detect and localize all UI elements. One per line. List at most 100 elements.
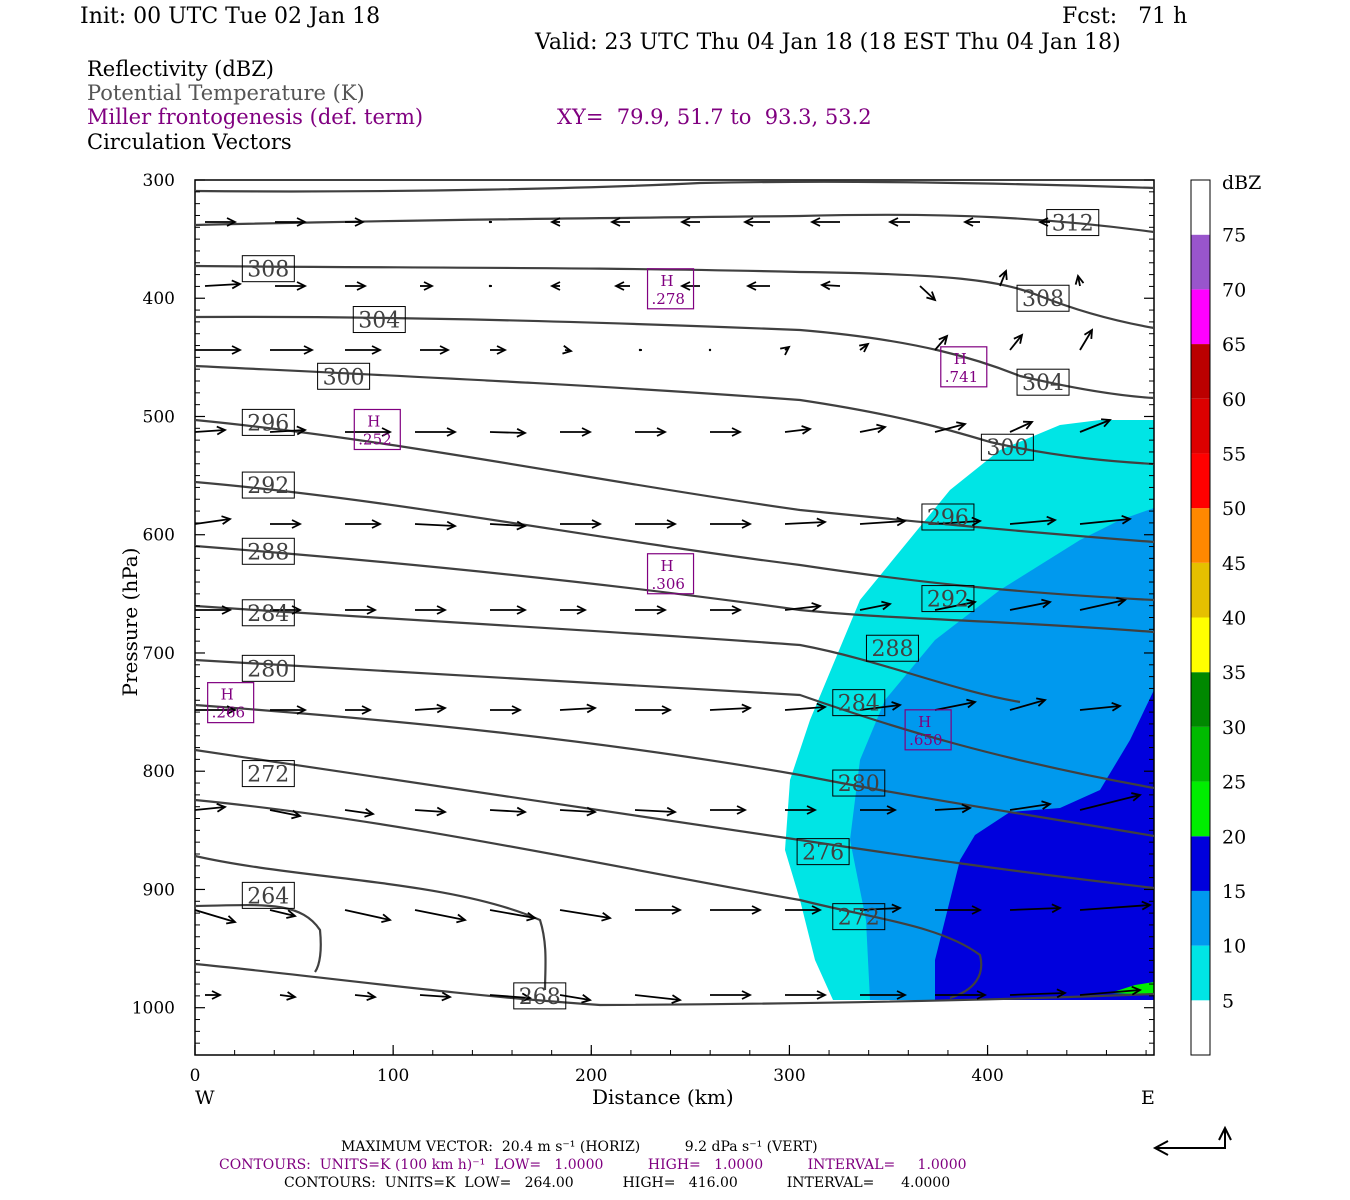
vector-head: [216, 425, 228, 436]
theta-contour: [195, 658, 1154, 790]
vector-shaft: [344, 909, 391, 921]
vector-head: [896, 516, 908, 527]
vector-head: [1111, 701, 1123, 712]
theta-label-box: [980, 433, 1034, 461]
vector-head: [976, 990, 988, 1000]
vector-head: [661, 705, 673, 715]
theta-label-box: [921, 503, 975, 531]
vector-head: [1056, 988, 1068, 999]
theta-label-box: [796, 838, 850, 866]
vector-head: [736, 805, 748, 815]
vector-dot: [488, 220, 492, 224]
vector-shaft: [489, 431, 526, 434]
vector-head: [891, 701, 902, 711]
colorbar-label: 40: [1222, 608, 1246, 630]
fronto-max-value: .252: [358, 430, 391, 448]
vector-head: [286, 991, 297, 1001]
vector-head: [446, 427, 458, 437]
vector-head: [971, 905, 983, 915]
vector-head: [591, 519, 603, 529]
fronto-max-value: .650: [909, 731, 942, 749]
reference-vector-icon: [1152, 1125, 1232, 1156]
vector-shaft: [1009, 601, 1051, 611]
vector-head: [581, 427, 593, 437]
vector-shaft: [195, 909, 236, 923]
vector-head: [956, 421, 967, 431]
vector-head: [226, 217, 238, 227]
vector-shaft: [934, 701, 976, 711]
vector-shaft: [859, 907, 901, 911]
fronto-max-box: [904, 709, 952, 751]
theta-label-box: [241, 537, 295, 565]
vector-head: [811, 602, 822, 612]
vector-head: [881, 600, 892, 611]
vector-shaft: [419, 994, 451, 998]
vector-shaft: [1009, 907, 1061, 911]
vector-head: [296, 425, 308, 436]
vector-head: [586, 806, 598, 817]
vector-head: [971, 516, 983, 527]
colorbar-label: 15: [1222, 881, 1246, 903]
theta-contour: [195, 213, 1154, 234]
vector-head: [671, 994, 683, 1004]
theta-contour: [195, 264, 1154, 330]
vector-head: [809, 217, 821, 227]
vector-head: [356, 281, 368, 291]
colorbar-segment: [1191, 1000, 1210, 1055]
theta-contour: [195, 904, 322, 973]
forecast-hour: Fcst: 71 h: [1062, 4, 1188, 29]
vector-head: [231, 279, 243, 290]
vector-head: [364, 808, 375, 818]
vector-head: [423, 281, 435, 291]
theta-label-box: [1046, 209, 1100, 237]
vector-head: [938, 334, 949, 345]
vector-head: [516, 427, 528, 438]
theta-label: 268: [519, 985, 561, 1010]
vector-head: [1037, 217, 1049, 227]
vector-shaft: [559, 909, 611, 919]
vector-shaft: [559, 994, 591, 1001]
axes: 0 100 200 300 400 300 400 500 600 700 800 900 1000: [132, 171, 1154, 1086]
init-time: Init: 00 UTC Tue 02 Jan 18: [80, 4, 381, 29]
vector-head: [291, 519, 303, 529]
vector-head: [366, 991, 378, 1002]
fronto-max-box: [646, 553, 695, 595]
vector-head: [741, 990, 753, 1000]
vector-head: [526, 911, 537, 922]
vector-head: [586, 703, 598, 714]
vector-head: [1023, 420, 1034, 430]
vector-dot: [488, 284, 492, 288]
fronto-max-label: H: [661, 557, 674, 575]
vector-shaft: [1079, 904, 1151, 911]
vector-head: [371, 345, 383, 355]
vector-head: [731, 427, 743, 437]
vector-shaft: [784, 428, 811, 433]
theta-label: 280: [838, 772, 880, 797]
fronto-max-label: H: [918, 713, 931, 731]
vector-head: [741, 519, 753, 529]
theta-label-box: [241, 654, 295, 682]
vector-head: [1083, 328, 1094, 339]
theta-contour: [195, 748, 1154, 890]
fronto-max-box: [940, 346, 988, 388]
vector-head: [656, 427, 668, 437]
vector-head: [998, 269, 1008, 280]
theta-label: 272: [247, 763, 289, 788]
vector-head: [1116, 596, 1127, 607]
vector-head: [296, 281, 308, 291]
west-label: W: [195, 1087, 215, 1109]
vector-head: [886, 805, 898, 815]
vector-head: [1131, 985, 1143, 996]
vector-head: [436, 806, 448, 817]
colorbar-label: 75: [1222, 225, 1246, 247]
colorbar-label: 50: [1222, 498, 1246, 520]
vector-head: [286, 909, 297, 919]
vector-head: [891, 903, 903, 914]
y-tick-label: 800: [143, 762, 175, 782]
vector-head: [962, 217, 974, 227]
vector-head: [296, 217, 308, 227]
vector-head: [1036, 697, 1047, 707]
vector-head: [801, 425, 812, 435]
vector-head: [562, 345, 573, 355]
vector-head: [221, 605, 233, 615]
